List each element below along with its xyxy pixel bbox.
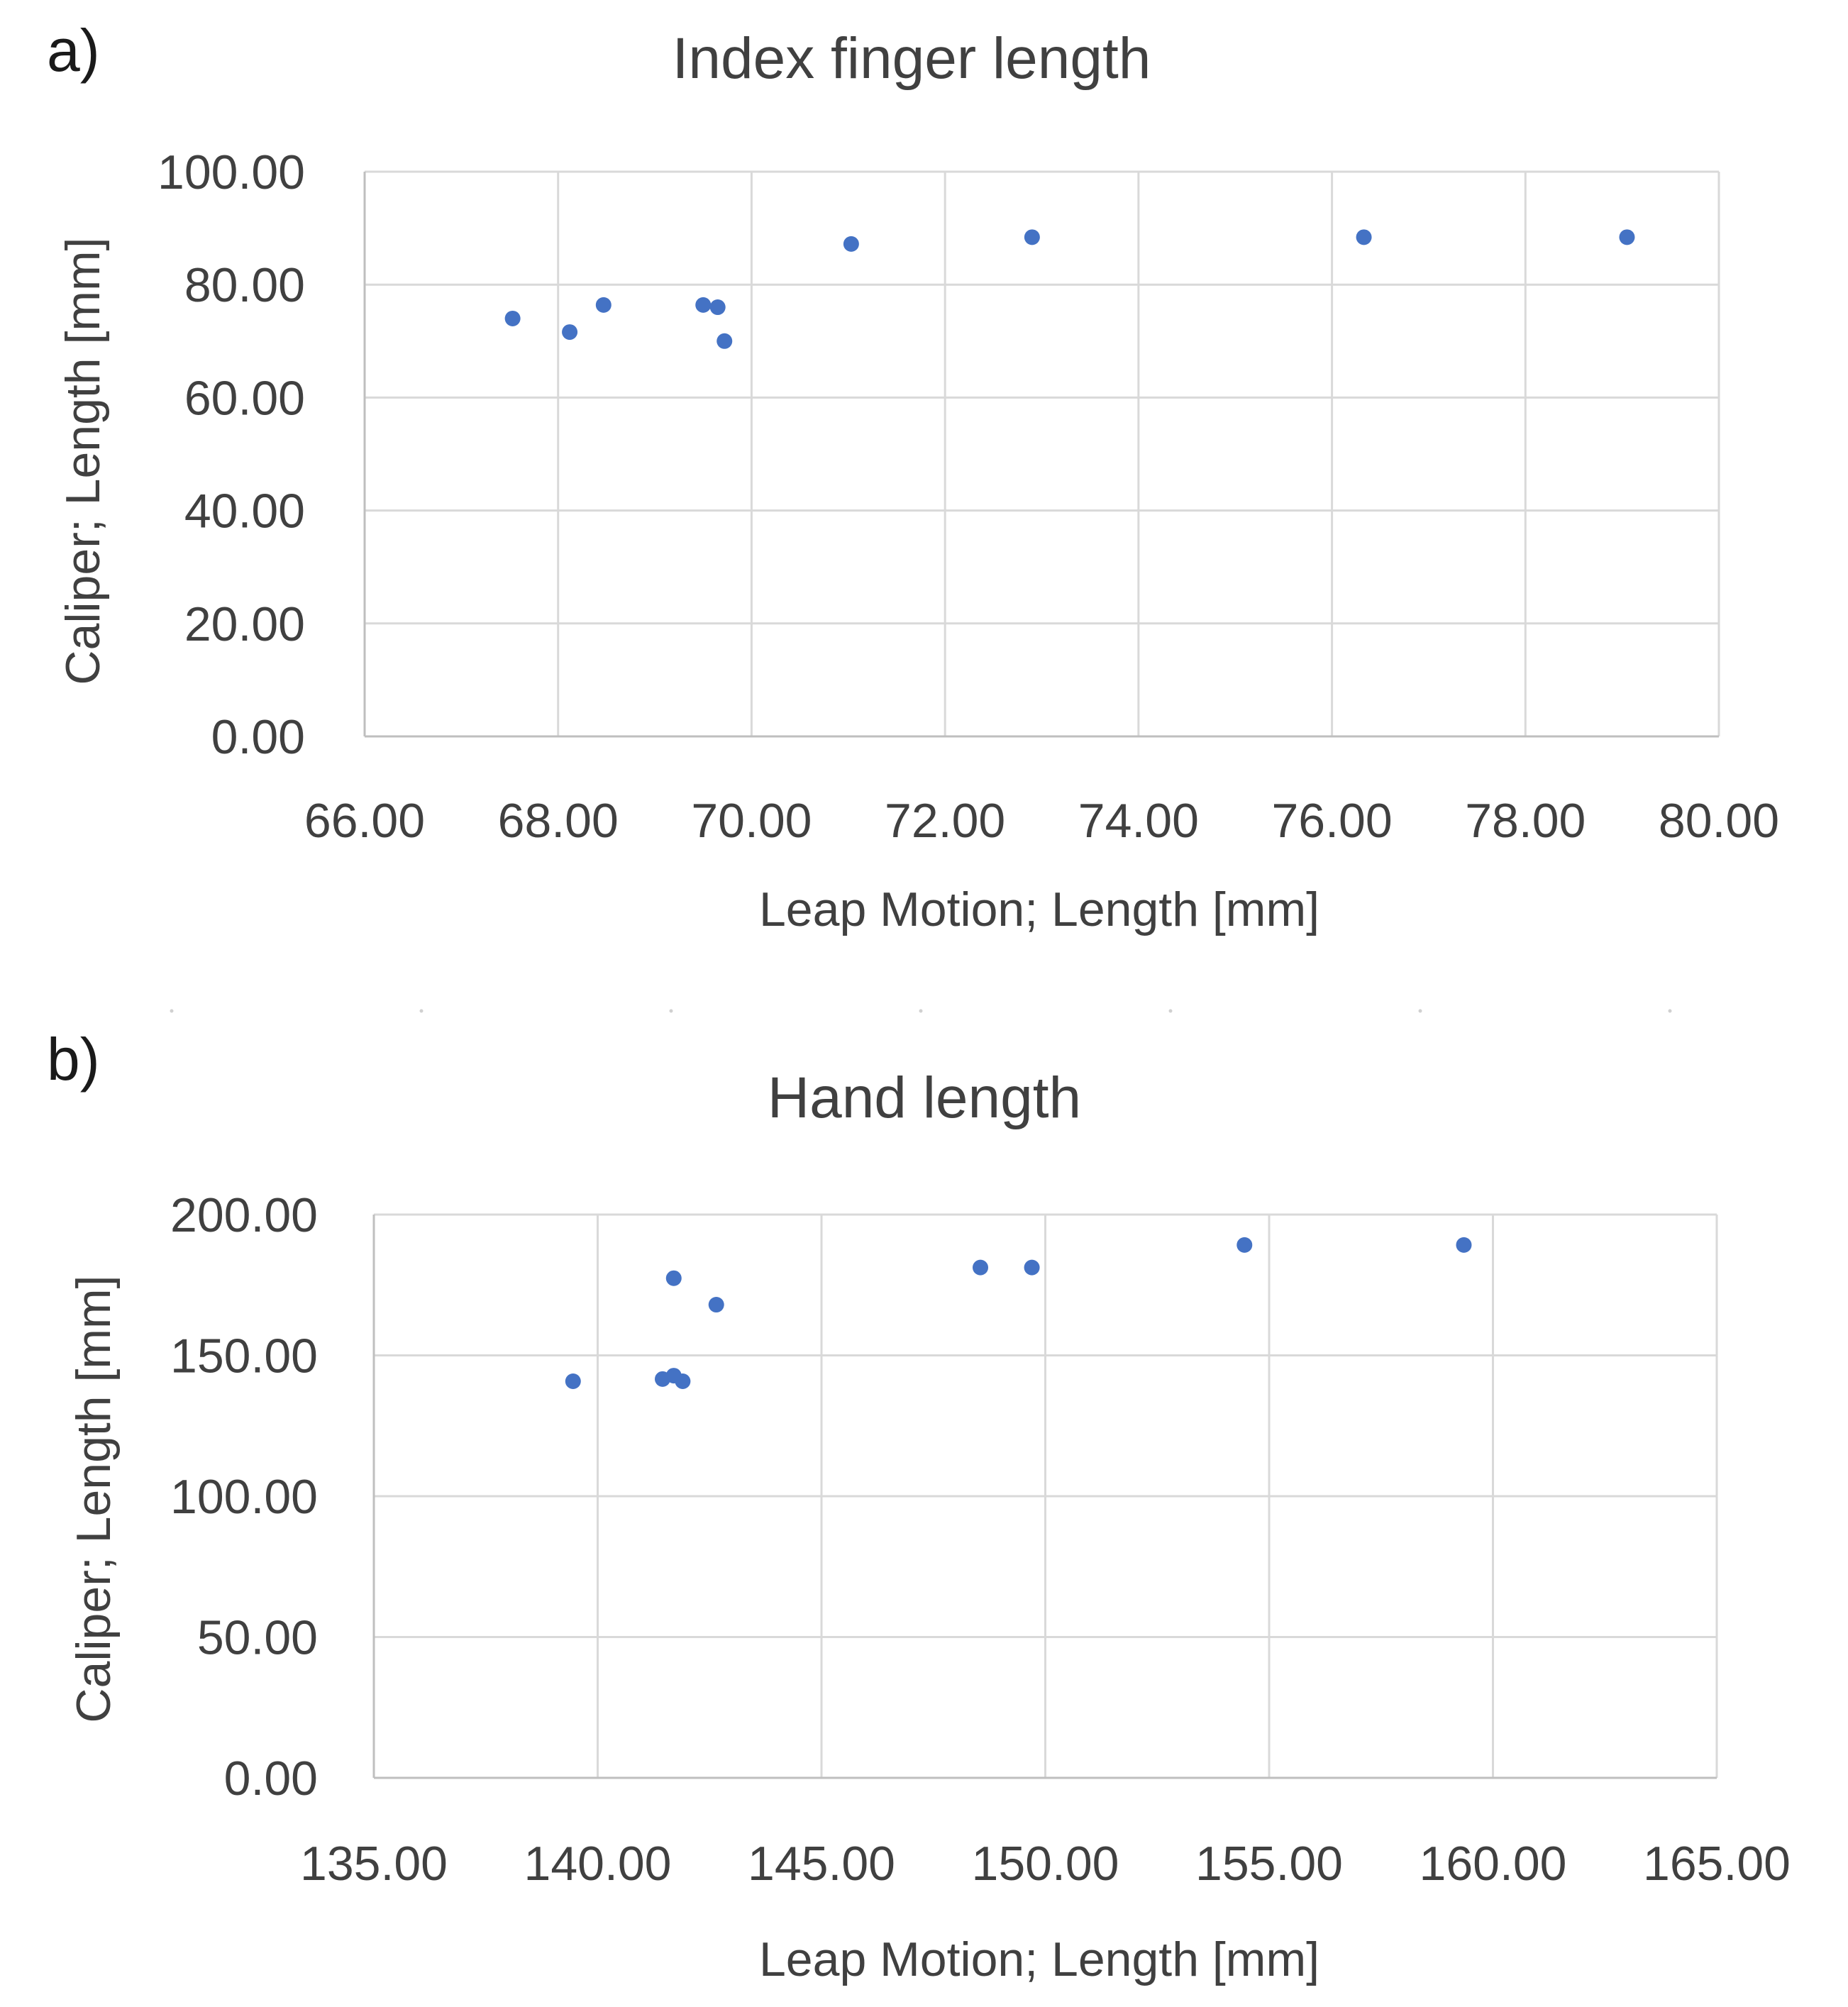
x-tick-label: 68.00 — [498, 794, 619, 848]
panel-label-b: b) — [47, 1026, 100, 1093]
y-tick-label: 0.00 — [211, 710, 305, 764]
x-tick-label: 80.00 — [1659, 794, 1779, 848]
y-tick-label: 80.00 — [184, 258, 305, 312]
x-axis-label-a: Leap Motion; Length [mm] — [759, 883, 1319, 936]
data-point — [709, 299, 726, 316]
x-axis-label-b: Leap Motion; Length [mm] — [759, 1933, 1319, 1986]
x-tick-label: 140.00 — [524, 1837, 672, 1891]
data-point — [716, 333, 733, 349]
points-b — [565, 1237, 1472, 1390]
chart-title-b: Hand length — [768, 1066, 1081, 1130]
x-tick-label: 165.00 — [1643, 1837, 1791, 1891]
data-point — [1024, 229, 1040, 245]
data-point — [708, 1297, 724, 1313]
x-tick-labels-a: 66.00 68.00 70.00 72.00 74.00 76.00 78.00 80.00 — [304, 794, 1779, 848]
data-point — [665, 1270, 682, 1286]
separator-dot — [419, 1009, 424, 1013]
y-axis-label-b: Caliper; Length [mm] — [67, 1275, 121, 1723]
data-point — [695, 297, 712, 313]
separator-dot — [170, 1009, 174, 1013]
x-tick-label: 150.00 — [972, 1837, 1119, 1891]
y-tick-label: 150.00 — [170, 1329, 318, 1383]
chart-title-a: Index finger length — [673, 26, 1151, 91]
gridlines-b — [372, 1213, 1718, 1779]
chart-panel-b: b) Hand length 135.00 140.00 145.00 150.00 1… — [47, 1026, 1791, 1986]
separator-dot — [919, 1009, 923, 1013]
y-tick-label: 20.00 — [184, 597, 305, 651]
panel-separator — [170, 1009, 1672, 1013]
data-point — [1236, 1237, 1253, 1253]
x-tick-label: 70.00 — [691, 794, 812, 848]
separator-dot — [1418, 1009, 1422, 1013]
data-point — [973, 1259, 989, 1276]
y-tick-label: 0.00 — [224, 1752, 318, 1806]
separator-dot — [1168, 1009, 1173, 1013]
x-tick-labels-b: 135.00 140.00 145.00 150.00 155.00 160.00 165.… — [300, 1837, 1791, 1891]
separator-dot — [1668, 1009, 1672, 1013]
data-point — [504, 310, 521, 326]
y-axis-label-a: Caliper; Length [mm] — [56, 237, 110, 685]
data-point — [1356, 229, 1372, 245]
x-tick-label: 78.00 — [1465, 794, 1586, 848]
data-point — [1619, 229, 1635, 245]
y-tick-labels-b: 0.00 50.00 100.00 150.00 200.00 — [170, 1188, 318, 1806]
y-tick-label: 50.00 — [197, 1611, 318, 1665]
separator-dot — [669, 1009, 673, 1013]
chart-panel-a: a) Index finger length 66.00 68.00 70.00 72… — [47, 17, 1779, 936]
gridlines-a — [363, 170, 1720, 738]
x-tick-label: 135.00 — [300, 1837, 448, 1891]
data-point — [1024, 1259, 1040, 1276]
x-tick-label: 72.00 — [885, 794, 1005, 848]
data-point — [675, 1373, 691, 1390]
x-tick-label: 145.00 — [748, 1837, 895, 1891]
y-tick-label: 100.00 — [170, 1470, 318, 1524]
x-tick-label: 155.00 — [1195, 1837, 1343, 1891]
points-a — [504, 229, 1635, 349]
data-point — [843, 236, 859, 252]
panel-label-a: a) — [47, 17, 100, 84]
x-tick-label: 66.00 — [304, 794, 425, 848]
data-point — [565, 1373, 581, 1390]
y-tick-label: 100.00 — [157, 145, 305, 199]
data-point — [562, 324, 578, 341]
x-tick-label: 74.00 — [1078, 794, 1199, 848]
data-point — [1456, 1237, 1472, 1253]
x-tick-label: 76.00 — [1271, 794, 1392, 848]
y-tick-label: 60.00 — [184, 371, 305, 425]
data-point — [595, 297, 612, 313]
y-tick-label: 200.00 — [170, 1188, 318, 1242]
y-tick-label: 40.00 — [184, 485, 305, 538]
y-tick-labels-a: 0.00 20.00 40.00 60.00 80.00 100.00 — [157, 145, 305, 764]
x-tick-label: 160.00 — [1420, 1837, 1567, 1891]
